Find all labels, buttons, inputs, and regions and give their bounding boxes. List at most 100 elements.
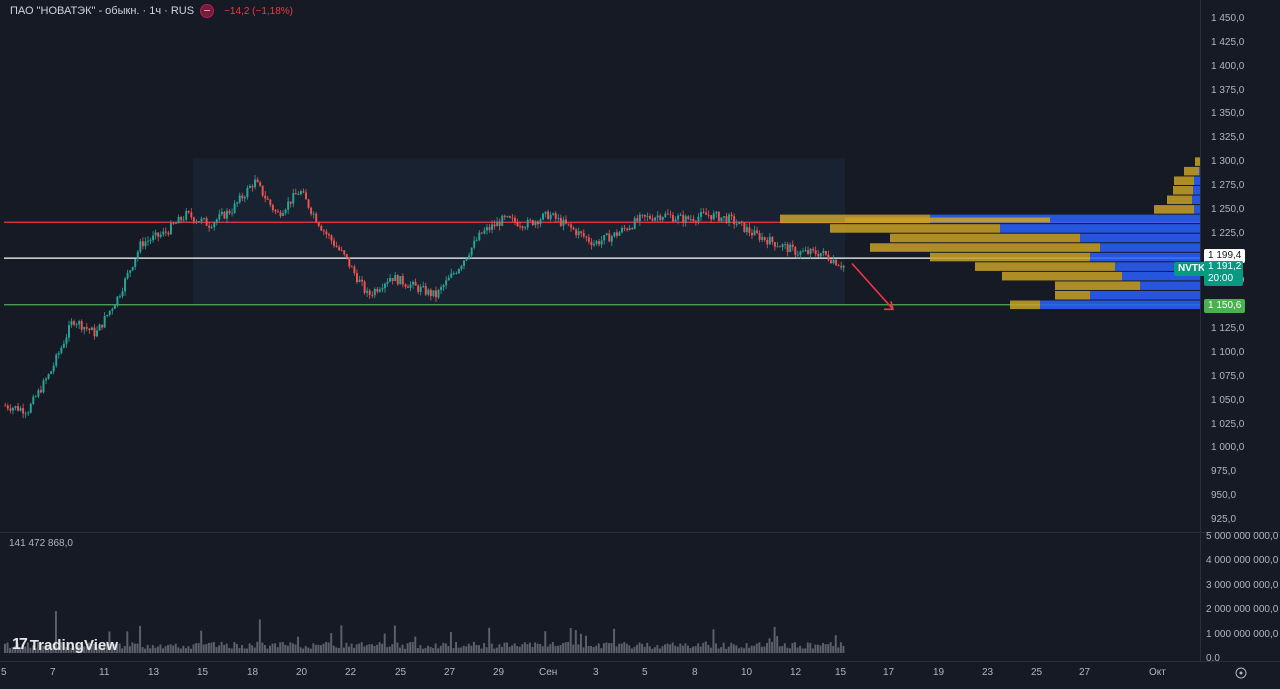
volume-bar [452,648,455,653]
pane-separator[interactable] [0,532,1280,533]
candle-body [282,213,285,216]
volume-bar [149,648,152,653]
volume-bar [358,643,361,653]
volume-pane[interactable]: 141 472 868,0 [0,533,1200,661]
candle-body [182,219,185,221]
time-axis-tick: 10 [741,667,753,678]
price-chart[interactable] [0,0,1200,532]
candle-body [310,207,313,214]
volume-bar [337,648,340,653]
time-axis-tick: 25 [1031,667,1043,678]
volume-profile-bar-down [1090,290,1200,300]
candle-body [694,221,697,222]
candle-body [697,216,700,222]
candle-body [11,407,14,411]
candle-body [615,232,618,236]
candle-body [531,220,534,226]
volume-bar [327,642,330,653]
volume-bar [141,647,144,653]
candle-body [29,403,32,413]
volume-bar [210,642,213,653]
price-axis-tick: 1 025,0 [1211,418,1245,430]
volume-bar [564,642,567,653]
volume-bar [238,648,241,653]
volume-axis-tick: 4 000 000 000,0 [1206,555,1279,567]
time-axis-tick: 27 [444,667,456,678]
time-zone-settings-icon[interactable] [1234,666,1248,680]
candle-body [485,227,488,231]
candle-body [129,270,132,273]
volume-bar [768,638,771,653]
candle-body [801,251,804,253]
candle-body [139,241,142,252]
candle-body [544,211,547,214]
volume-bar [602,643,605,653]
candle-body [554,213,557,219]
candle-body [493,224,496,227]
candle-body [366,290,369,293]
candle-body [251,186,254,188]
candle-body [633,218,636,229]
main-chart-pane[interactable]: ПАО "НОВАТЭК" - обыкн. · 1ч · RUS −14,2 … [0,0,1200,532]
volume-bar [646,642,649,653]
volume-bar [551,641,554,653]
candle-body [307,199,310,208]
volume-bar [526,644,529,653]
volume-bar [281,642,284,653]
volume-bar [625,643,628,653]
volume-bar [197,643,200,653]
volume-bar [546,646,549,653]
volume-bar [648,646,651,653]
time-axis-tick: 12 [790,667,802,678]
volume-bar [574,629,577,653]
candle-body [269,199,272,205]
volume-bar [521,644,524,653]
candle-body [498,221,501,226]
volume-axis[interactable]: 5 000 000 000,0 4 000 000 000,0 3 000 000 … [1200,531,1280,664]
volume-profile-bar-down [1000,224,1200,233]
candle-body [789,244,792,253]
volume-bar [146,644,149,653]
candle-body [488,227,491,230]
candle-body [684,216,687,223]
candle-body [776,246,779,248]
candle-body [358,279,361,283]
volume-bar [447,645,450,653]
candle-body [80,321,83,330]
time-axis[interactable]: 5 7 11 13 15 18 20 22 25 27 29 Сен 3 5 8 10 12 15 17 19 23 25… [0,661,1280,689]
candle-body [465,258,468,261]
volume-bar [159,644,162,653]
volume-bar [755,643,758,653]
volume-bar [212,642,215,653]
volume-bar [837,647,840,653]
candle-body [264,195,267,199]
volume-bar [21,643,24,653]
volume-bar [674,645,677,653]
projection-arrow [851,262,894,310]
volume-chart[interactable] [0,533,1200,661]
volume-bar [717,648,720,653]
volume-bar [796,647,799,653]
candle-body [233,203,236,213]
candle-body [363,281,366,293]
volume-bar [740,647,743,653]
candle-body [218,214,221,220]
volume-bar [676,646,679,653]
candle-body [705,212,708,215]
candle-body [333,240,336,246]
tradingview-logo[interactable]: 17 TradingView [12,636,118,654]
remove-indicator-icon[interactable] [200,4,215,18]
volume-axis-tick: 2 000 000 000,0 [1206,604,1279,616]
candle-body [361,279,364,282]
candle-body [88,328,91,331]
candle-body [320,225,323,231]
candle-body [348,257,351,267]
volume-bar [658,648,661,653]
volume-bar [192,644,195,653]
volume-profile-bar-up [890,233,1080,243]
volume-bar [424,647,427,653]
volume-bar [65,647,68,653]
candle-body [679,214,682,216]
volume-bar [572,644,575,653]
volume-bar [776,635,779,653]
